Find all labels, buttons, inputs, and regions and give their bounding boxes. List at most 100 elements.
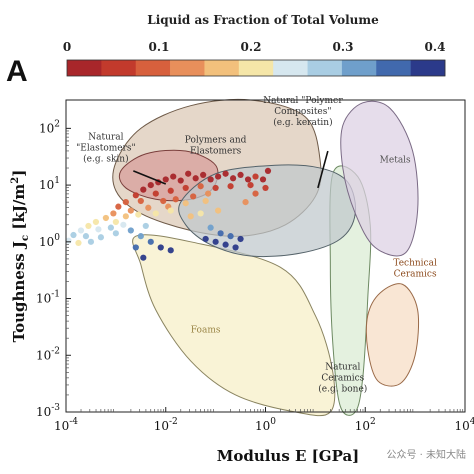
colorbar-tick-label: 0.1: [149, 40, 170, 54]
y-axis-label: Toughness Jc [kJ/m2]: [10, 170, 31, 343]
data-point: [145, 204, 152, 211]
colorbar-title: Liquid as Fraction of Total Volume: [147, 13, 379, 27]
panel-label: A: [6, 55, 28, 88]
colorbar-segment: [238, 60, 274, 76]
region-label-natural-elastomers: Natural "Elastomers" (e.g. skin): [76, 133, 136, 165]
region-metals: [340, 100, 419, 257]
colorbar-segment: [135, 60, 171, 76]
colorbar-frame: [66, 59, 446, 77]
data-point: [205, 190, 212, 197]
colorbar-segment: [67, 60, 102, 76]
data-point: [107, 224, 114, 231]
data-point: [70, 231, 77, 239]
data-point: [207, 176, 214, 183]
data-point: [147, 181, 154, 189]
y-axis-label-group: Toughness Jc [kJ/m2]: [10, 170, 31, 343]
region-label-polymers-elastomers: Polymers and Elastomers: [185, 136, 247, 157]
data-point: [227, 183, 234, 190]
colorbar-segment: [204, 60, 240, 76]
data-point: [202, 235, 209, 243]
x-axis-label: Modulus E [GPa]: [217, 447, 360, 465]
colorbar-tick-label: 0.2: [241, 40, 262, 54]
region-labels: Foams Natural Ceramics (e.g. bone) Polymers …: [76, 96, 437, 395]
y-tick-label: 10-3: [36, 403, 60, 419]
region-foams: [132, 234, 336, 417]
data-point: [197, 210, 204, 217]
colorbar-segment: [341, 60, 377, 76]
data-point: [207, 224, 214, 231]
data-point: [182, 200, 189, 207]
data-point: [127, 207, 134, 214]
data-point: [215, 207, 222, 214]
region-technical-ceramics: [365, 283, 420, 387]
data-point: [112, 218, 119, 226]
data-point: [112, 230, 119, 237]
data-point: [115, 203, 122, 210]
elastomers-leader: [133, 170, 167, 185]
data-point: [75, 239, 82, 247]
colorbar-segment: [170, 60, 205, 76]
data-point: [212, 238, 219, 245]
data-point: [110, 210, 117, 217]
colorbar-segment: [273, 60, 308, 76]
data-point: [122, 199, 129, 206]
data-point: [135, 211, 142, 218]
data-points: [65, 167, 272, 261]
colorbar-segment: [307, 60, 343, 76]
data-point: [237, 171, 244, 178]
region-label-foams: Foams: [191, 326, 221, 336]
data-point: [237, 235, 244, 243]
data-point: [242, 199, 249, 206]
data-point: [127, 227, 134, 234]
data-point: [232, 244, 239, 251]
x-tick-label: 100: [255, 417, 276, 433]
y-tick-label: 102: [39, 119, 60, 135]
region-label-natural-ceramics: Natural Ceramics (e.g. bone): [318, 362, 367, 394]
data-point: [247, 181, 254, 189]
axes: 10-4 10-2 100 102 104 102 101 100 10-1 10-2 10-3: [36, 119, 474, 433]
region-label-technical-ceramics: Technical Ceramics: [393, 259, 437, 280]
data-point: [162, 176, 169, 183]
y-tick-label: 101: [39, 176, 60, 192]
x-tick-label: 10-2: [154, 417, 178, 433]
data-point: [87, 238, 95, 245]
colorbar-tick-labels: 0 0.1 0.2 0.3 0.4: [63, 40, 446, 54]
data-point: [190, 193, 197, 200]
data-point: [97, 234, 105, 241]
data-point: [262, 184, 269, 192]
data-point: [202, 197, 209, 205]
data-point: [259, 176, 267, 183]
data-point: [167, 187, 174, 194]
data-point: [132, 192, 139, 199]
data-point: [252, 173, 259, 180]
colorbar-tick-label: 0: [63, 40, 71, 54]
data-point: [252, 190, 259, 197]
data-point: [177, 177, 184, 184]
material-regions: [112, 98, 420, 417]
colorbar-segment: [376, 60, 411, 76]
data-point: [85, 222, 92, 230]
data-point: [140, 186, 147, 193]
data-point: [147, 238, 154, 245]
data-point: [152, 190, 159, 197]
colorbar-segment: [101, 60, 137, 76]
colorbar-segment: [410, 60, 446, 76]
data-point: [95, 226, 102, 233]
data-point: [200, 171, 207, 178]
data-point: [244, 176, 252, 183]
data-point: [160, 197, 167, 205]
data-point: [167, 207, 174, 214]
leader-lines: [133, 150, 329, 189]
watermark: 公众号 · 未知大陆: [386, 448, 466, 461]
data-point: [157, 244, 164, 251]
colorbar: [66, 59, 446, 77]
data-point: [102, 214, 109, 222]
data-point: [229, 175, 237, 182]
x-tick-label: 10-4: [54, 417, 78, 433]
data-point: [185, 170, 192, 177]
region-label-natural-polymer-composites: Natural "Polymer Composites" (e.g. keratin…: [263, 96, 343, 128]
data-point: [137, 233, 144, 240]
y-tick-label: 10-1: [36, 290, 60, 306]
data-point: [217, 230, 224, 237]
